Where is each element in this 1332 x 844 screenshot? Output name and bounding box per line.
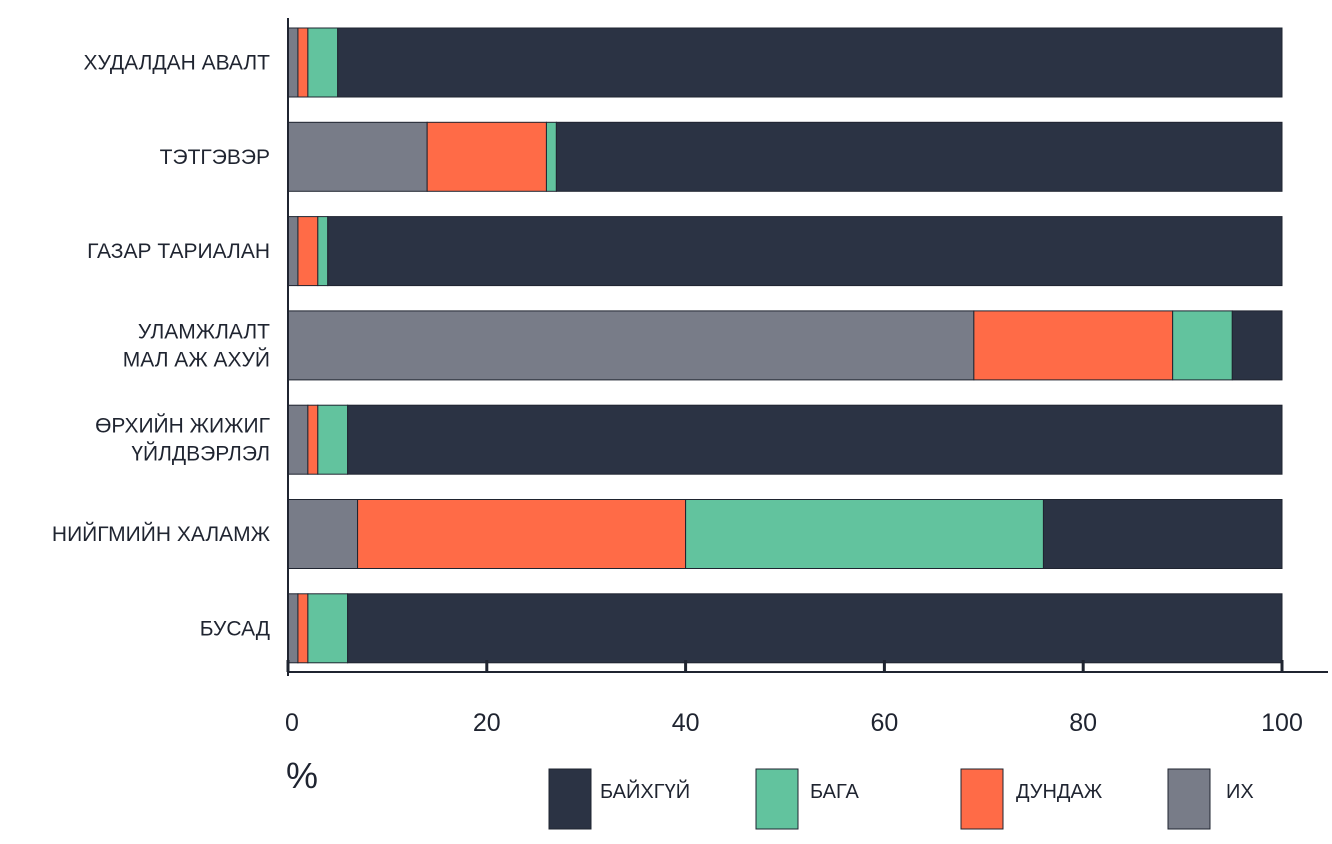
bar-segment-5-2: [307, 404, 319, 475]
legend-swatch-3: [960, 768, 1004, 830]
bar-segment-2-2: [426, 121, 547, 192]
legend-label-4: ИХ: [1226, 781, 1254, 803]
legend-label-3: ДУНДАЖ: [1016, 781, 1103, 803]
bar-segment-3-1: [287, 216, 299, 287]
bar-segment-1-2: [297, 27, 309, 98]
bar-segment-4-4: [1231, 310, 1283, 381]
bar-segment-6-2: [357, 499, 687, 569]
bar-segment-6-1: [287, 499, 359, 569]
bar-segment-5-3: [317, 404, 349, 475]
legend-swatch-2: [755, 768, 799, 830]
legend-label-1: БАЙХГҮЙ: [600, 779, 690, 803]
bar-segment-3-3: [317, 216, 329, 287]
x-tick-label-20: 20: [473, 709, 501, 737]
x-axis-label: %: [286, 755, 318, 796]
legend-swatch-1: [548, 768, 592, 830]
category-label-1: ХУДАЛДАН АВАЛТ: [84, 52, 271, 75]
bar-segment-2-4: [555, 121, 1283, 192]
category-label-7: БУСАД: [200, 617, 270, 640]
bar-segment-1-1: [287, 27, 299, 98]
x-tick-label-60: 60: [870, 709, 898, 737]
x-tick-label-80: 80: [1069, 709, 1097, 737]
x-tick-label-0: 0: [285, 709, 299, 737]
legend-swatch-4: [1167, 768, 1211, 830]
bar-segment-1-4: [337, 27, 1283, 98]
bar-segment-7-4: [347, 593, 1283, 664]
bar-segment-3-4: [327, 216, 1283, 287]
bar-segment-2-1: [287, 121, 428, 192]
category-label-4-line-2: МАЛ АЖ АХУЙ: [123, 347, 270, 371]
category-label-2: ТЭТГЭВЭР: [160, 146, 270, 169]
category-label-4-line-1: УЛАМЖЛАЛТ: [138, 320, 270, 343]
category-label-6: НИЙГМИЙН ХАЛАМЖ: [52, 522, 271, 546]
bar-segment-4-3: [1172, 310, 1233, 381]
bar-segment-7-2: [297, 593, 309, 664]
bar-segment-6-4: [1042, 499, 1283, 569]
legend-label-2: БАГА: [810, 781, 860, 803]
category-label-5-line-2: ҮЙЛДВЭРЛЭЛ: [131, 442, 270, 466]
bar-segment-1-3: [307, 27, 339, 98]
bar-segment-2-3: [545, 121, 557, 192]
bar-segment-3-2: [297, 216, 319, 287]
bar-segment-6-3: [685, 499, 1044, 569]
category-label-3: ГАЗАР ТАРИАЛАН: [87, 240, 270, 263]
bar-segment-4-2: [973, 310, 1174, 381]
x-tick-label-100: 100: [1261, 709, 1303, 737]
bar-segment-5-4: [347, 404, 1283, 475]
category-label-5-line-1: ӨРХИЙН ЖИЖИГ: [95, 414, 270, 438]
bar-segment-5-1: [287, 404, 309, 475]
bar-segment-7-1: [287, 593, 299, 664]
x-tick-label-40: 40: [672, 709, 700, 737]
bar-segment-7-3: [307, 593, 349, 664]
bar-segment-4-1: [287, 310, 975, 381]
